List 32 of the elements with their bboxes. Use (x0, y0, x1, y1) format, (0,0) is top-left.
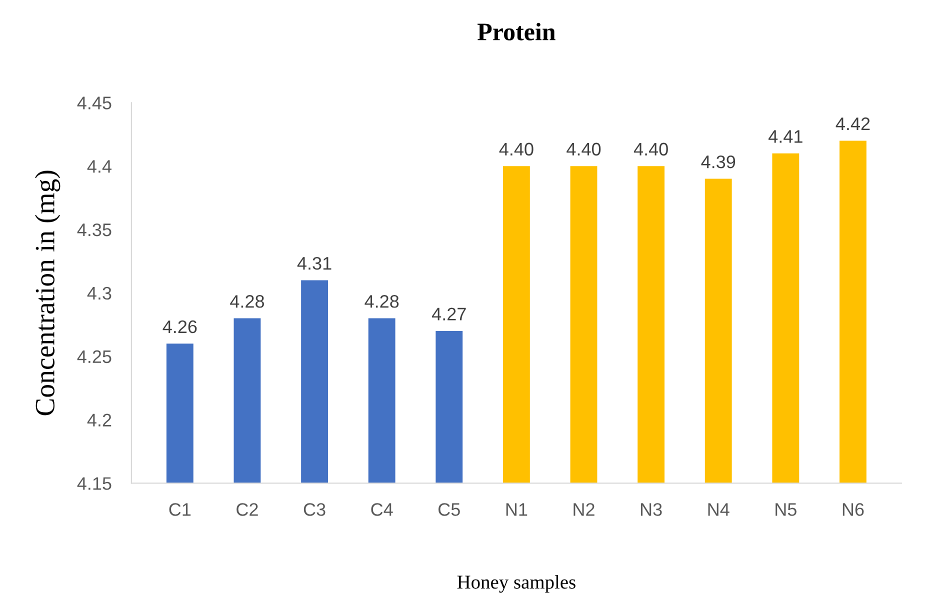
y-tick-label: 4.45 (77, 96, 112, 110)
x-tick-label: N4 (708, 503, 730, 516)
data-label: 4.39 (701, 155, 736, 168)
x-tick-label: N5 (776, 503, 796, 516)
data-label: 4.27 (432, 308, 466, 320)
data-label: 4.40 (566, 142, 601, 156)
data-label: 4.40 (634, 142, 668, 156)
x-tick-label: N1 (506, 503, 528, 516)
chart-title: Protein (478, 22, 556, 40)
y-tick-label: 4.15 (77, 477, 112, 490)
x-tick-label: C2 (236, 503, 258, 516)
data-label: 4.31 (297, 256, 332, 270)
y-tick-label: 4.25 (77, 350, 112, 364)
x-tick-label: C4 (371, 503, 393, 516)
x-axis-title: Honey samples (457, 575, 576, 593)
x-tick-label: N6 (842, 503, 864, 516)
x-tick-label: N2 (574, 503, 594, 516)
y-tick-label: 4.2 (87, 414, 112, 426)
data-label: 4.28 (230, 295, 264, 308)
data-label: 4.28 (364, 295, 399, 308)
data-label: 4.40 (499, 142, 534, 156)
y-tick-label: 4.4 (87, 160, 112, 173)
x-tick-label: C3 (304, 503, 326, 516)
x-tick-label: N3 (641, 503, 662, 516)
y-axis-title: Concentration in (mg) (34, 170, 60, 416)
data-label: 4.41 (768, 130, 802, 143)
data-label: 4.42 (836, 117, 870, 130)
y-tick-label: 4.35 (77, 223, 112, 236)
y-tick-label: 4.3 (87, 286, 112, 300)
x-tick-label: C1 (169, 503, 191, 516)
x-tick-label: C5 (438, 503, 460, 516)
data-label: 4.26 (162, 320, 197, 334)
